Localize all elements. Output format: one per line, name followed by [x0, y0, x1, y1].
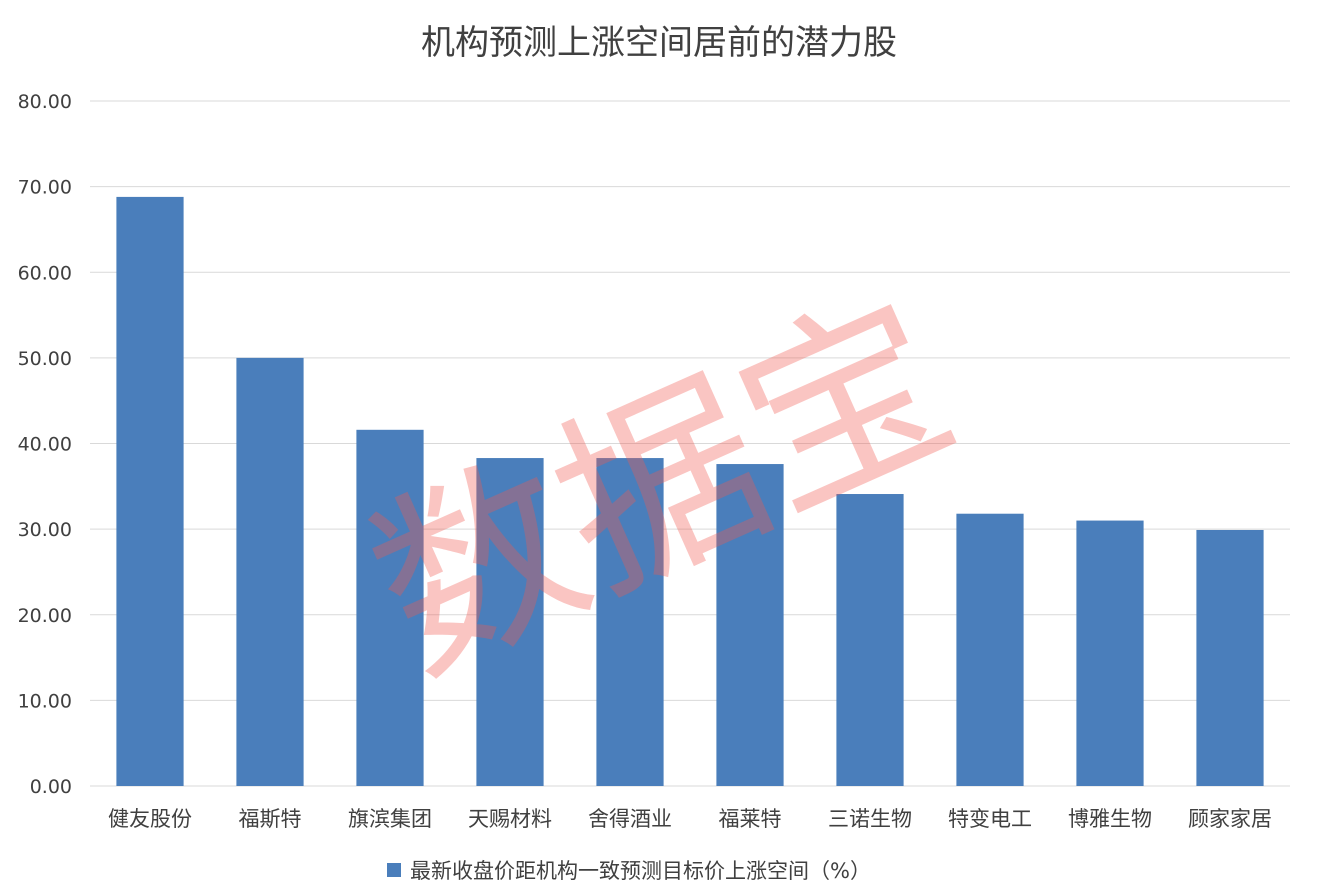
y-tick-label: 50.00 [18, 348, 72, 370]
bar [1196, 529, 1264, 786]
legend: 最新收盘价距机构一致预测目标价上涨空间（%） [387, 859, 871, 883]
y-tick-label: 30.00 [18, 519, 72, 541]
bar [836, 494, 904, 786]
bar [236, 357, 304, 786]
y-tick-label: 40.00 [18, 434, 72, 456]
x-category-label: 顾家家居 [1188, 807, 1272, 831]
x-axis-categories: 健友股份 福斯特 旗滨集团 天赐材料 舍得酒业 福莱特 三诺生物 特变电工 博雅生物 顾家家居 [108, 807, 1272, 831]
y-tick-label: 60.00 [18, 262, 72, 284]
x-category-label: 博雅生物 [1068, 807, 1152, 831]
y-tick-label: 20.00 [18, 605, 72, 627]
y-tick-label: 0.00 [30, 776, 72, 798]
x-category-label: 三诺生物 [828, 807, 912, 831]
legend-label: 最新收盘价距机构一致预测目标价上涨空间（%） [410, 859, 871, 883]
y-tick-label: 80.00 [18, 91, 72, 113]
bar [476, 458, 544, 786]
bar [116, 196, 184, 786]
x-category-label: 福莱特 [719, 807, 782, 831]
legend-swatch [387, 863, 401, 877]
bar [1076, 520, 1144, 786]
x-category-label: 舍得酒业 [588, 807, 672, 831]
y-tick-label: 10.00 [18, 690, 72, 712]
x-category-label: 天赐材料 [468, 807, 552, 831]
bar [956, 513, 1024, 786]
bar [596, 458, 664, 786]
chart-title: 机构预测上涨空间居前的潜力股 [421, 23, 897, 63]
x-category-label: 福斯特 [239, 807, 302, 831]
x-category-label: 特变电工 [948, 807, 1032, 831]
x-category-label: 健友股份 [108, 807, 192, 831]
x-category-label: 旗滨集团 [348, 807, 432, 831]
y-tick-label: 70.00 [18, 177, 72, 199]
bar [716, 464, 784, 786]
bar [356, 429, 424, 786]
bars [116, 196, 1264, 786]
y-axis-ticks: 0.00 10.00 20.00 30.00 40.00 50.00 60.00 70.00 8… [18, 91, 72, 798]
